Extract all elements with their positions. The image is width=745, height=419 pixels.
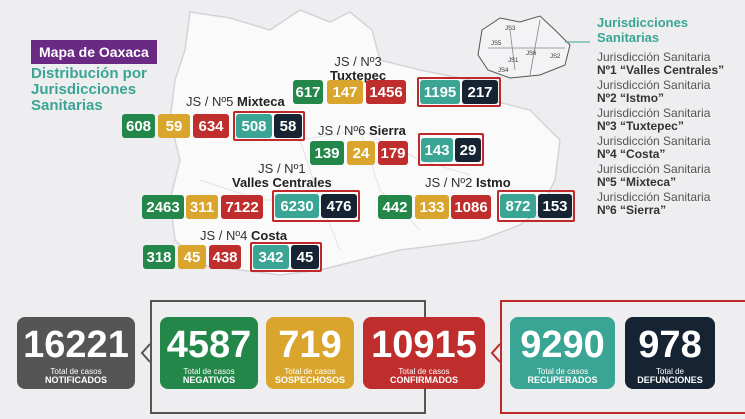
svg-text:JS3: JS3 [505,26,516,32]
chip-defunciones: 217 [462,80,498,104]
chip-sospechosos: 45 [178,245,206,269]
highlight-box [418,133,484,166]
svg-text:JS4: JS4 [498,68,509,74]
chip-sospechosos: 59 [158,114,190,138]
chip-negativos: 442 [378,195,412,219]
legend-item: Jurisdicción Sanitaria Nº6 “Sierra” [597,190,711,217]
js-label-tuxtepec: JS / Nº3 Tuxtepec [330,54,387,83]
chip-sospechosos: 147 [327,80,363,104]
svg-text:JS2: JS2 [550,54,561,60]
chip-defunciones: 476 [321,194,357,218]
chip-negativos: 617 [293,80,323,104]
legend-item: Jurisdicción Sanitaria Nº1 “Valles Centra… [597,50,725,77]
total-defunciones-card: 978 Total de DEFUNCIONES [625,317,715,389]
recovered-death-frame [500,300,745,414]
legend-item: Jurisdicción Sanitaria Nº5 “Mixteca” [597,162,711,189]
chip-negativos: 139 [310,141,344,165]
total-negativos-card: 4587 Total de casos NEGATIVOS [160,317,258,389]
highlight-box [417,77,501,107]
chip-defunciones: 29 [455,138,481,162]
chip-confirmados: 7122 [221,195,263,219]
chip-confirmados: 179 [378,141,408,165]
chip-sospechosos: 133 [415,195,449,219]
chip-defunciones: 58 [274,114,302,138]
total-recuperados-card: 9290 Total de casos RECUPERADOS [510,317,615,389]
chip-negativos: 608 [122,114,155,138]
chip-confirmados: 438 [209,245,241,269]
chip-defunciones: 153 [538,194,572,218]
legend-item: Jurisdicción Sanitaria Nº3 “Tuxtepec” [597,106,711,133]
highlight-box [250,242,322,272]
js-label-sierra: JS / Nº6 Sierra [318,123,406,138]
js-label-mixteca: JS / Nº5 Mixteca [186,94,285,109]
svg-text:JS1: JS1 [508,58,519,64]
js-label-valles: JS / Nº1 Valles Centrales [232,161,332,190]
highlight-box [272,190,360,222]
chip-sospechosos: 311 [186,195,218,219]
total-sospechosos-card: 719 Total de casos SOSPECHOSOS [266,317,354,389]
legend-item: Jurisdicción Sanitaria Nº2 “Istmo” [597,78,711,105]
svg-text:JS5: JS5 [491,41,502,47]
arrow-left-icon [140,343,151,363]
chip-recuperados: 508 [236,114,272,138]
total-notificados-card: 16221 Total de casos NOTIFICADOS [17,317,135,389]
chip-recuperados: 1195 [420,80,460,104]
chip-negativos: 2463 [142,195,184,219]
chip-recuperados: 143 [421,138,453,162]
page-subtitle: Distribución por Jurisdicciones Sanitari… [31,65,147,114]
chip-recuperados: 342 [253,245,289,269]
js-label-costa: JS / Nº4 Costa [200,228,288,243]
total-confirmados-card: 10915 Total de casos CONFIRMADOS [363,317,485,389]
arrow-left-icon [490,343,501,363]
chip-recuperados: 872 [500,194,536,218]
js-label-istmo: JS / Nº2 Istmo [425,175,511,190]
svg-text:JS6: JS6 [526,51,537,57]
chip-confirmados: 1086 [451,195,491,219]
chip-negativos: 318 [143,245,175,269]
chip-defunciones: 45 [291,245,319,269]
chip-sospechosos: 24 [347,141,375,165]
highlight-box [497,190,575,222]
chip-recuperados: 6230 [275,194,319,218]
chip-confirmados: 1456 [366,80,406,104]
legend-title: Jurisdicciones Sanitarias [597,15,689,45]
chip-confirmados: 634 [193,114,229,138]
page-title: Mapa de Oaxaca [31,40,157,64]
legend-item: Jurisdicción Sanitaria Nº4 “Costa” [597,134,711,161]
highlight-box [233,111,305,141]
